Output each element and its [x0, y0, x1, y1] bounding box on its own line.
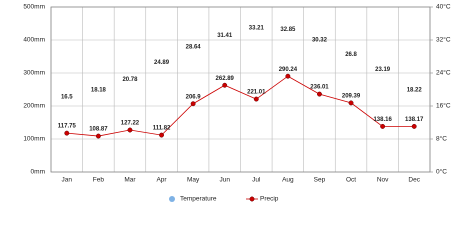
y2-tick-label: 40°C [436, 3, 451, 11]
data-label: 30.32 [312, 38, 328, 44]
x-tick-label: Aug [282, 177, 294, 184]
data-label: 221.01 [247, 90, 266, 96]
y2-tick-label: 0°C [436, 168, 447, 176]
data-label: 18.22 [407, 87, 423, 93]
y-tick-label: 500mm [23, 4, 45, 11]
data-label: 262.89 [216, 76, 235, 82]
data-label: 236.01 [310, 85, 329, 91]
x-tick-label: Apr [156, 177, 167, 184]
chart: 0mm 100mm 200mm 300mm 400mm 500mm 0°C 8°C 16°C 24… [23, 3, 451, 203]
x-tick-label: Sep [314, 177, 326, 184]
data-label: 18.18 [91, 88, 107, 94]
data-point [380, 123, 386, 129]
legend-label: Temperature [180, 196, 217, 203]
x-tick-label: Nov [377, 177, 389, 184]
data-point [222, 82, 228, 88]
data-label: 33.21 [249, 26, 265, 32]
x-tick-label: Oct [346, 177, 356, 184]
data-label: 16.5 [61, 95, 73, 101]
x-tick-label: Dec [408, 177, 420, 184]
plot-border [50, 6, 431, 173]
data-point [285, 73, 291, 79]
x-tick-label: Feb [93, 177, 105, 184]
y-tick-label: 200mm [23, 103, 45, 110]
data-label: 138.16 [373, 117, 392, 123]
legend-swatch [249, 196, 255, 202]
data-label: 28.64 [186, 44, 202, 50]
data-point [95, 133, 101, 139]
y2-tick-label: 24°C [436, 69, 451, 77]
data-point [317, 91, 322, 97]
x-tick-label: Jan [62, 177, 73, 184]
data-label: 206.9 [186, 94, 202, 100]
y2-tick-label: 8°C [436, 135, 447, 143]
data-label: 20.78 [122, 77, 138, 83]
data-label: 117.75 [58, 124, 77, 130]
data-point [190, 101, 196, 107]
data-label: 138.17 [405, 117, 424, 123]
data-point [348, 100, 354, 106]
data-point [64, 130, 70, 136]
legend-label: Precip [260, 196, 279, 203]
data-point [253, 96, 259, 102]
y-tick-label: 0mm [31, 169, 45, 176]
x-tick-label: Jun [219, 177, 230, 184]
legend-swatch [169, 196, 175, 202]
y-tick-label: 100mm [23, 136, 45, 143]
x-tick-label: Jul [252, 177, 261, 184]
data-label: 127.22 [121, 121, 140, 127]
data-label: 26.8 [345, 52, 357, 58]
x-tick-label: Mar [124, 177, 136, 184]
y2-tick-label: 16°C [436, 102, 451, 110]
data-point [127, 127, 133, 133]
data-label: 24.89 [154, 60, 170, 66]
data-label: 111.82 [153, 126, 171, 132]
x-tick-label: May [187, 177, 200, 184]
y-tick-label: 400mm [23, 37, 45, 44]
precip-line [66, 75, 415, 137]
data-label: 31.41 [217, 33, 233, 39]
y2-tick-label: 32°C [436, 36, 451, 44]
data-label: 209.39 [342, 93, 361, 99]
data-label: 23.19 [375, 67, 391, 73]
data-label: 108.87 [89, 127, 108, 133]
data-label: 290.24 [279, 67, 298, 73]
y-tick-label: 300mm [23, 70, 45, 77]
data-label: 32.85 [280, 27, 296, 33]
data-point [159, 132, 164, 138]
data-point [411, 123, 417, 129]
